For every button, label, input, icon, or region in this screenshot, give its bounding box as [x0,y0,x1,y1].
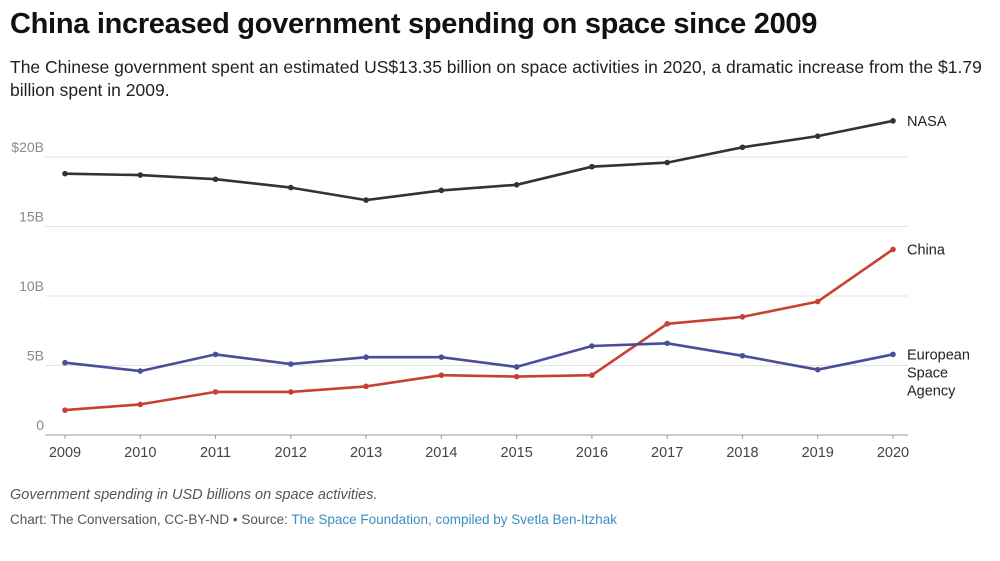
chart-credit: Chart: The Conversation, CC-BY-ND • Sour… [10,512,617,527]
x-tick-label: 2016 [576,445,608,461]
x-tick-label: 2019 [802,445,834,461]
data-point-china [664,321,670,327]
series-line-nasa [63,119,895,202]
series-label-line: China [907,242,946,258]
data-point-european-space-agency [589,343,595,349]
series-line-china [63,248,895,412]
series-label-line: European [907,347,970,363]
data-point-nasa [137,172,144,178]
y-tick-label: 0 [36,417,44,433]
data-point-china [62,407,68,413]
grid [45,156,908,436]
source-link[interactable]: The Space Foundation, compiled by Svetla… [291,512,618,527]
data-point-european-space-agency [438,354,445,360]
series-label-line: Space [907,365,948,381]
series-label-nasa: NASA [907,114,947,130]
data-point-european-space-agency [363,354,369,360]
series-label-line: NASA [907,114,947,130]
series-label-china: China [907,242,946,258]
chart-subtitle: The Chinese government spent an estimate… [10,57,982,100]
data-point-european-space-agency [212,351,219,358]
x-tick-label: 2009 [49,445,81,461]
y-tick-label: 15B [19,209,44,225]
data-point-china [212,389,219,395]
x-tick-label: 2020 [877,445,909,461]
data-point-nasa [513,182,520,188]
x-tick-label: 2013 [350,445,382,461]
data-point-nasa [62,170,68,177]
data-point-european-space-agency [513,364,520,370]
data-point-nasa [363,197,369,203]
x-tick-label: 2018 [726,445,758,461]
data-point-china [890,246,896,253]
data-point-nasa [288,184,294,191]
data-point-china [589,372,595,379]
x-tick-label: 2010 [124,445,156,461]
x-tick-label: 2011 [200,445,231,461]
data-point-nasa [890,118,896,124]
data-point-nasa [739,144,746,151]
x-tick-label: 2012 [275,445,307,461]
credit-text: Chart: The Conversation, CC-BY-ND • Sour… [10,512,292,527]
x-axis: 2009 2010 2011 2012 2013 2014 2015 2016 2017 2018… [49,435,909,461]
data-point-china [814,298,821,305]
data-point-european-space-agency [814,366,821,373]
data-point-european-space-agency [739,352,746,359]
x-tick-label: 2017 [651,445,683,461]
data-point-european-space-agency [664,340,670,347]
y-tick-label: $20B [11,139,44,155]
series-line-european-space-agency [63,341,895,373]
data-point-china [137,401,144,408]
series-label-line: Agency [907,383,956,399]
chart-title: China increased government spending on s… [10,8,818,40]
series-labels: NASA China European Space Agency [907,114,970,400]
series-label-european-space-agency: European Space Agency [907,347,970,399]
data-point-european-space-agency [137,368,144,374]
data-point-china [739,314,746,320]
data-point-nasa [664,159,670,166]
data-point-european-space-agency [62,359,68,366]
data-point-european-space-agency [890,351,896,358]
data-point-china [438,372,445,379]
x-tick-label: 2014 [425,445,457,461]
y-tick-label: 5B [27,348,44,364]
data-point-nasa [589,163,595,170]
x-tick-label: 2015 [501,445,533,461]
series [62,118,896,413]
data-point-nasa [814,133,821,139]
y-tick-label: 10B [19,278,44,294]
data-point-european-space-agency [288,361,294,367]
chart-caption: Government spending in USD billions on s… [10,487,378,503]
data-point-nasa [438,187,445,194]
y-axis: 0 5B 10B 15B $20B [11,139,44,433]
data-point-china [363,383,369,390]
data-point-nasa [212,176,219,183]
data-point-china [288,389,294,395]
data-point-china [513,373,520,380]
